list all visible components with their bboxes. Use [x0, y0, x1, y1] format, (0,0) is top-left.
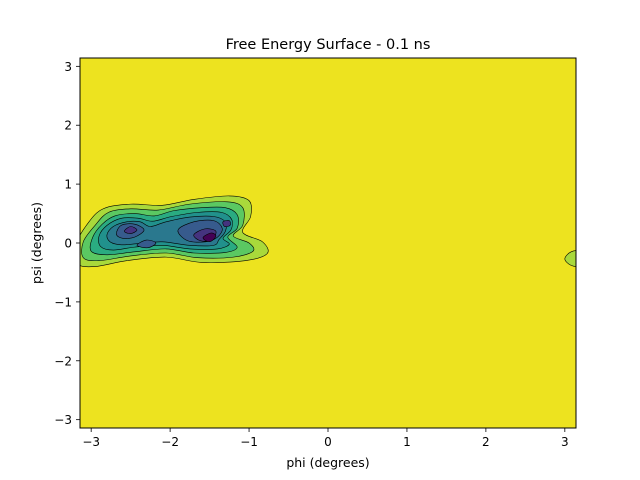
contour-layer [80, 195, 576, 268]
y-tick-label: 2 [64, 119, 72, 133]
x-axis: −3 −2 −1 0 1 2 3 [82, 428, 569, 449]
x-tick-label: 2 [482, 435, 490, 449]
x-tick-label: 3 [561, 435, 569, 449]
y-tick-label: 3 [64, 60, 72, 74]
contour-region-level-1 [222, 220, 231, 228]
contour-region-level-7 [564, 250, 576, 267]
contour-region-level-1 [124, 226, 138, 234]
y-tick-label: −1 [54, 295, 72, 309]
x-tick-label: −3 [82, 435, 100, 449]
chart-title: Free Energy Surface - 0.1 ns [226, 37, 431, 53]
y-tick-label: 0 [64, 237, 72, 251]
x-tick-label: 0 [324, 435, 332, 449]
y-axis: −3 −2 −1 0 1 2 3 [54, 60, 80, 427]
contour-region-level-0 [202, 232, 217, 242]
y-tick-label: −2 [54, 354, 72, 368]
x-tick-label: −2 [161, 435, 179, 449]
contour-region-level-2 [136, 239, 157, 249]
x-axis-label: phi (degrees) [286, 455, 369, 470]
y-tick-label: 1 [64, 178, 72, 192]
x-tick-label: 1 [403, 435, 411, 449]
y-axis-label: psi (degrees) [29, 202, 44, 284]
x-tick-label: −1 [240, 435, 258, 449]
y-tick-label: −3 [54, 413, 72, 427]
